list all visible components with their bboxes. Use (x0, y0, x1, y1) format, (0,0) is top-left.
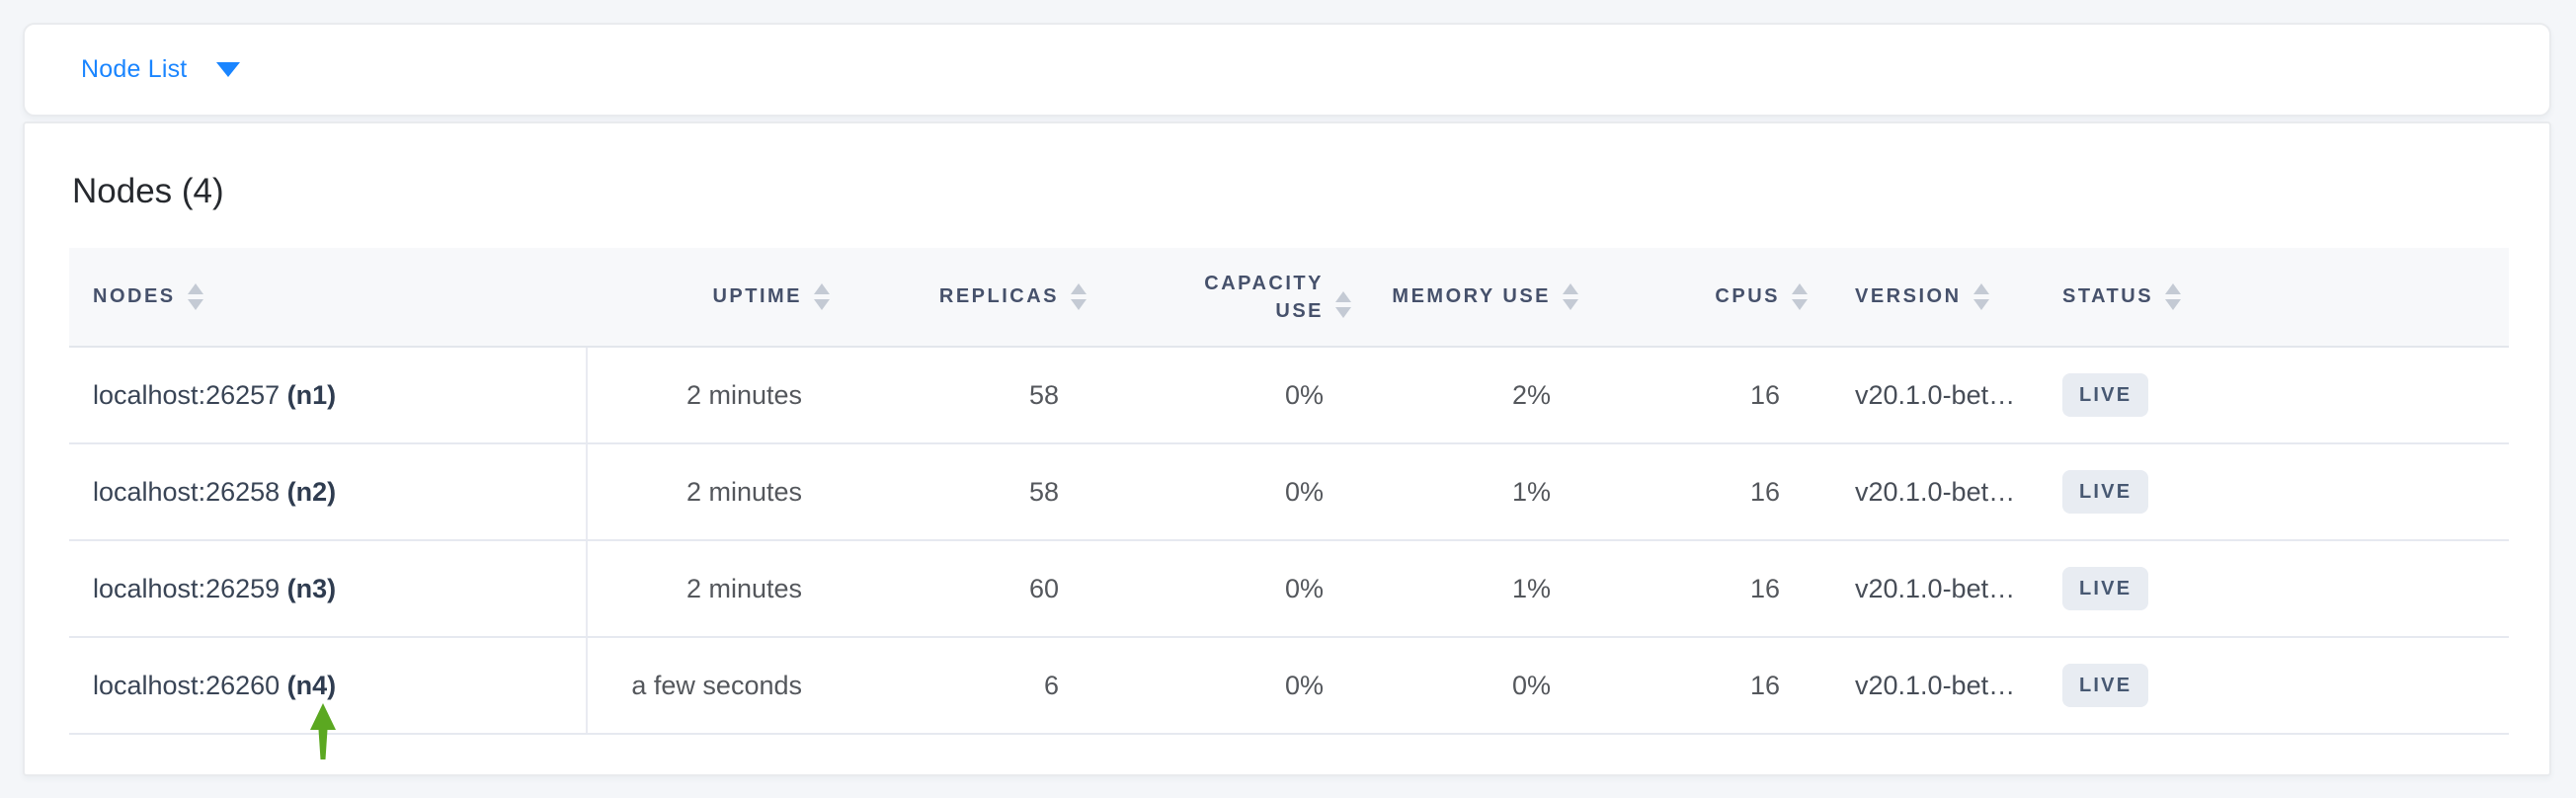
cpus-cell: 16 (1602, 540, 1831, 638)
sort-icon (1071, 283, 1087, 310)
column-header-memory-use[interactable]: MEMORY USE (1375, 248, 1602, 348)
status-cell: LIVE (2039, 443, 2509, 541)
capacity-use-cell: 0% (1110, 637, 1375, 735)
status-cell: LIVE (2039, 637, 2509, 735)
column-label: NODES (93, 285, 176, 307)
column-label: CAPACITY USE (1204, 272, 1324, 322)
version-text: v20.1.0-bet… (1855, 573, 2016, 603)
table-row[interactable]: localhost:26259 (n3) 2 minutes 60 0% 1% … (69, 540, 2509, 638)
green-up-arrow-icon (310, 703, 336, 759)
node-address: localhost:26260 (93, 670, 281, 700)
version-cell: v20.1.0-bet… (1831, 540, 2039, 638)
node-id: (n3) (286, 573, 337, 603)
node-address-cell: localhost:26258 (n2) (69, 443, 588, 541)
replicas-cell: 58 (853, 443, 1110, 541)
sort-icon (1972, 283, 1989, 310)
column-label: MEMORY USE (1392, 285, 1551, 307)
column-header-replicas[interactable]: REPLICAS (853, 248, 1110, 348)
status-badge: LIVE (2062, 567, 2149, 610)
column-label: STATUS (2062, 285, 2154, 307)
node-address: localhost:26258 (93, 476, 281, 507)
memory-use-cell: 2% (1375, 347, 1602, 444)
status-badge: LIVE (2062, 664, 2149, 707)
column-header-status[interactable]: STATUS (2039, 248, 2509, 348)
column-header-uptime[interactable]: UPTIME (587, 248, 853, 348)
sort-icon (1792, 283, 1808, 310)
capacity-use-cell: 0% (1110, 443, 1375, 541)
node-address: localhost:26259 (93, 573, 281, 603)
memory-use-cell: 1% (1375, 443, 1602, 541)
column-header-cpus[interactable]: CPUS (1602, 248, 1831, 348)
table-header-row: NODES UPTIME REPLICAS (69, 248, 2509, 348)
status-cell: LIVE (2039, 540, 2509, 638)
uptime-cell: 2 minutes (587, 540, 853, 638)
column-header-nodes[interactable]: NODES (69, 248, 587, 348)
sort-icon (1563, 283, 1578, 310)
page-title: Nodes (4) (72, 172, 224, 210)
version-text: v20.1.0-bet… (1855, 379, 2016, 410)
chevron-down-icon (216, 62, 241, 77)
replicas-cell: 58 (853, 347, 1110, 444)
uptime-cell: 2 minutes (587, 443, 853, 541)
column-label: VERSION (1855, 285, 1962, 307)
node-address-cell: localhost:26259 (n3) (69, 540, 588, 638)
node-list-dropdown-label: Node List (81, 55, 188, 83)
node-id: (n1) (286, 379, 337, 410)
version-text: v20.1.0-bet… (1855, 476, 2016, 507)
version-cell: v20.1.0-bet… (1831, 347, 2039, 444)
column-label: CPUS (1715, 285, 1780, 307)
status-cell: LIVE (2039, 347, 2509, 444)
node-id: (n2) (286, 476, 337, 507)
status-badge: LIVE (2062, 470, 2149, 514)
column-header-version[interactable]: VERSION (1831, 248, 2039, 348)
sort-icon (187, 283, 203, 310)
replicas-cell: 60 (853, 540, 1110, 638)
status-badge: LIVE (2062, 373, 2149, 417)
memory-use-cell: 1% (1375, 540, 1602, 638)
cpus-cell: 16 (1602, 443, 1831, 541)
node-id: (n4) (286, 670, 337, 700)
capacity-use-cell: 0% (1110, 347, 1375, 444)
table-row[interactable]: localhost:26257 (n1) 2 minutes 58 0% 2% … (69, 347, 2509, 444)
column-header-capacity-use[interactable]: CAPACITY USE (1110, 248, 1375, 348)
table-row[interactable]: localhost:26260 (n4) a few seconds 6 0% … (69, 637, 2509, 735)
uptime-cell: a few seconds (587, 637, 853, 735)
capacity-use-cell: 0% (1110, 540, 1375, 638)
version-text: v20.1.0-bet… (1855, 670, 2016, 700)
sort-icon (814, 283, 830, 310)
node-address: localhost:26257 (93, 379, 281, 410)
nodes-table: NODES UPTIME REPLICAS (69, 248, 2509, 735)
uptime-cell: 2 minutes (587, 347, 853, 444)
version-cell: v20.1.0-bet… (1831, 443, 2039, 541)
sort-icon (2165, 283, 2182, 310)
table-row[interactable]: localhost:26258 (n2) 2 minutes 58 0% 1% … (69, 443, 2509, 541)
node-list-dropdown[interactable]: Node List (81, 55, 241, 84)
cpus-cell: 16 (1602, 637, 1831, 735)
view-selector-card: Node List (23, 23, 2551, 117)
column-label: REPLICAS (938, 285, 1059, 307)
version-cell: v20.1.0-bet… (1831, 637, 2039, 735)
sort-icon (1335, 290, 1351, 318)
nodes-card: Nodes (4) NODES UPTIME (23, 121, 2551, 776)
memory-use-cell: 0% (1375, 637, 1602, 735)
replicas-cell: 6 (853, 637, 1110, 735)
cpus-cell: 16 (1602, 347, 1831, 444)
node-address-cell: localhost:26257 (n1) (69, 347, 588, 444)
column-label: UPTIME (712, 285, 802, 307)
